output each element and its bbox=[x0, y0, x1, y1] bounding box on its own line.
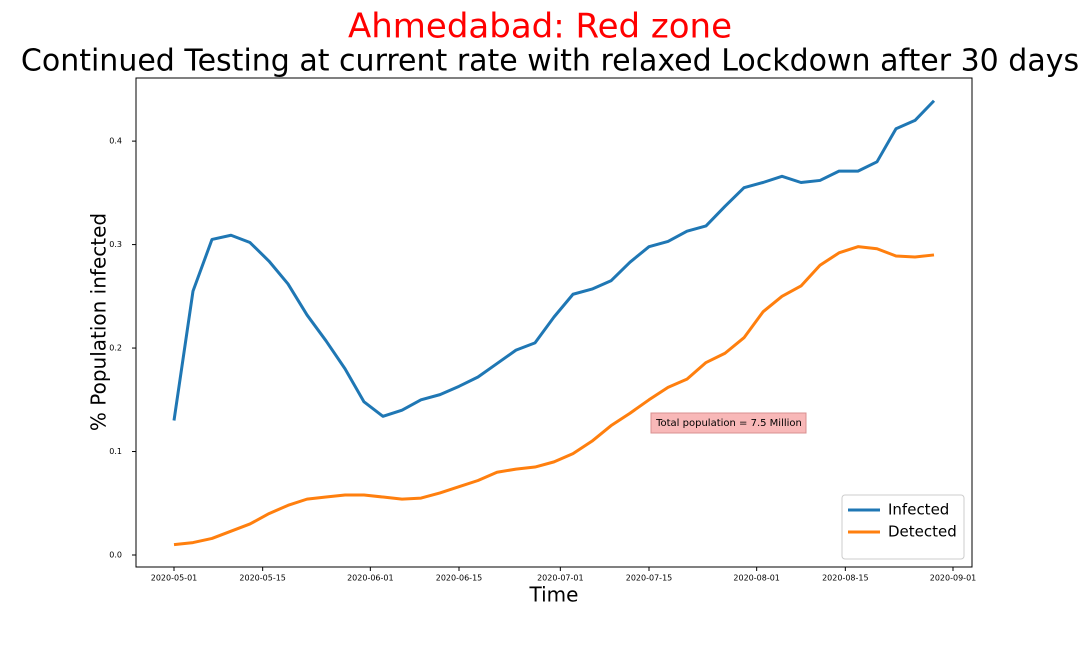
y-tick-label: 0.1 bbox=[109, 447, 122, 456]
x-tick-label: 2020-08-01 bbox=[733, 574, 780, 583]
legend-label: Detected bbox=[888, 523, 957, 541]
annotation-box bbox=[650, 412, 807, 434]
x-tick-label: 2020-06-01 bbox=[347, 574, 394, 583]
legend-label: Infected bbox=[888, 501, 949, 519]
y-tick-label: 0.0 bbox=[109, 550, 122, 559]
data-line bbox=[172, 99, 936, 421]
x-tick-label: 2020-07-15 bbox=[626, 574, 673, 583]
y-tick-label: 0.3 bbox=[109, 240, 122, 249]
x-tick-label: 2020-06-15 bbox=[436, 574, 483, 583]
plot-frame bbox=[135, 77, 973, 568]
x-tick-label: 2020-08-15 bbox=[822, 574, 869, 583]
chart-title: Ahmedabad: Red zone bbox=[348, 7, 732, 47]
x-tick-label: 2020-09-01 bbox=[930, 574, 977, 583]
annotation: Total population = 7.5 Million bbox=[655, 418, 802, 429]
data-line bbox=[173, 245, 935, 547]
y-tick-label: 0.4 bbox=[109, 137, 122, 146]
y-tick-label: 0.2 bbox=[109, 344, 122, 353]
chart-subtitle: Continued Testing at current rate with r… bbox=[21, 44, 1079, 79]
x-tick-label: 2020-05-15 bbox=[239, 574, 286, 583]
x-tick-label: 2020-07-01 bbox=[537, 574, 584, 583]
x-tick-label: 2020-05-01 bbox=[151, 574, 198, 583]
x-axis-label: Time bbox=[529, 583, 579, 607]
y-axis-label: % Population infected bbox=[87, 213, 111, 431]
